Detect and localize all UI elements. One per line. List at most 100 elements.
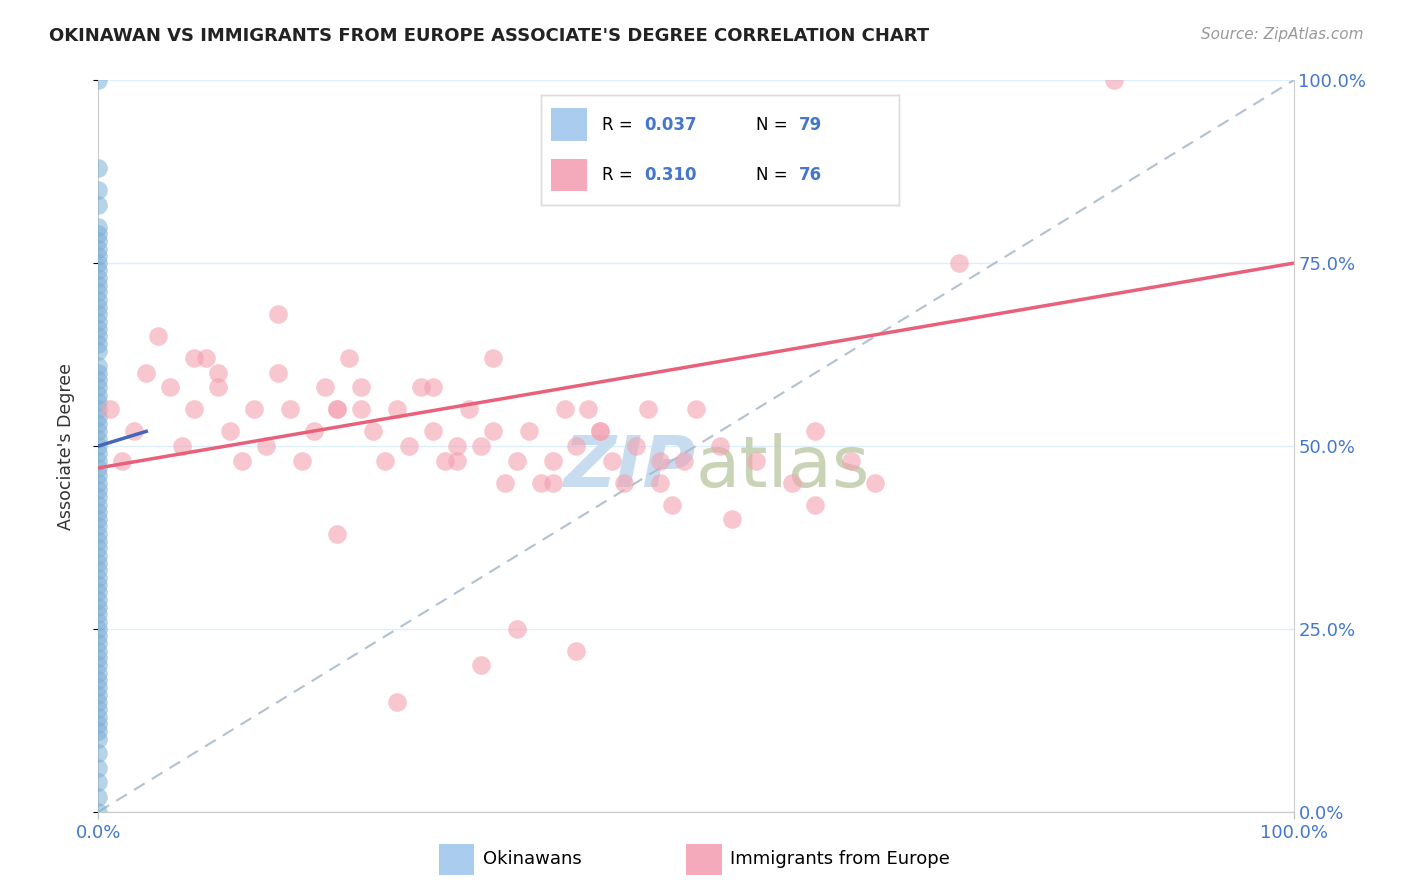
Point	[589, 425, 612, 439]
Point	[267, 366, 290, 380]
Point	[87, 622, 110, 636]
Point	[339, 351, 361, 366]
Point	[482, 425, 505, 439]
Point	[446, 439, 468, 453]
Point	[87, 695, 110, 709]
Point	[1104, 73, 1126, 87]
Point	[87, 197, 110, 211]
Point	[565, 439, 588, 453]
Point	[841, 453, 863, 467]
Point	[87, 73, 110, 87]
Point	[87, 336, 110, 351]
Point	[87, 270, 110, 285]
Point	[87, 498, 110, 512]
Point	[506, 622, 529, 636]
Point	[422, 425, 444, 439]
Point	[87, 461, 110, 475]
Point	[87, 307, 110, 321]
Point	[589, 425, 612, 439]
Point	[87, 446, 110, 460]
Point	[87, 425, 110, 439]
Point	[87, 629, 110, 643]
Point	[183, 351, 205, 366]
Point	[482, 351, 505, 366]
Point	[578, 402, 600, 417]
Point	[254, 439, 277, 453]
Point	[87, 775, 110, 789]
Point	[172, 439, 194, 453]
Point	[243, 402, 266, 417]
Point	[87, 161, 110, 175]
Point	[650, 453, 672, 467]
Point	[87, 343, 110, 358]
Point	[541, 475, 564, 490]
Point	[804, 498, 827, 512]
Point	[530, 475, 553, 490]
Point	[554, 402, 576, 417]
Point	[87, 234, 110, 248]
Point	[87, 731, 110, 746]
Point	[87, 717, 110, 731]
Point	[87, 402, 110, 417]
Point	[87, 519, 110, 533]
Point	[219, 425, 242, 439]
Point	[87, 475, 110, 490]
Point	[87, 746, 110, 760]
Point	[87, 329, 110, 343]
Point	[87, 607, 110, 622]
Point	[385, 402, 409, 417]
Point	[98, 402, 122, 417]
Point	[446, 453, 468, 467]
Point	[87, 242, 110, 256]
Point	[87, 453, 110, 467]
Point	[721, 512, 744, 526]
Point	[745, 453, 768, 467]
Point	[87, 702, 110, 716]
Point	[267, 307, 290, 321]
Point	[87, 380, 110, 394]
Point	[87, 285, 110, 300]
Point	[87, 256, 110, 270]
Point	[207, 380, 229, 394]
Point	[709, 439, 731, 453]
Point	[470, 658, 492, 673]
Point	[148, 329, 170, 343]
Point	[87, 673, 110, 687]
Point	[87, 724, 110, 739]
Point	[87, 183, 110, 197]
Point	[326, 526, 349, 541]
Point	[650, 475, 672, 490]
Text: atlas: atlas	[696, 434, 870, 502]
Point	[159, 380, 181, 394]
Point	[434, 453, 457, 467]
Point	[87, 644, 110, 658]
Point	[87, 709, 110, 723]
Point	[87, 592, 110, 607]
Point	[661, 498, 683, 512]
Point	[385, 695, 409, 709]
Point	[374, 453, 396, 467]
Point	[350, 380, 373, 394]
Point	[231, 453, 253, 467]
Point	[87, 541, 110, 556]
Point	[87, 761, 110, 775]
Point	[87, 578, 110, 592]
Point	[87, 373, 110, 387]
Point	[87, 483, 110, 497]
Point	[87, 505, 110, 519]
Point	[87, 571, 110, 585]
Point	[87, 432, 110, 446]
Point	[506, 453, 529, 467]
Point	[673, 453, 696, 467]
Point	[87, 263, 110, 277]
Point	[363, 425, 385, 439]
Point	[87, 359, 110, 373]
Point	[302, 425, 325, 439]
Point	[87, 490, 110, 504]
Point	[565, 644, 588, 658]
Point	[183, 402, 205, 417]
Point	[780, 475, 803, 490]
Point	[87, 366, 110, 380]
Point	[87, 556, 110, 570]
Point	[87, 599, 110, 614]
